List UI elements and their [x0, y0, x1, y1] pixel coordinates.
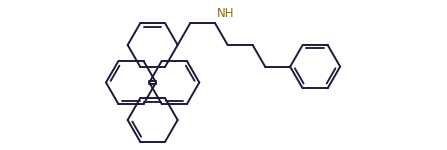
Text: NH: NH	[216, 7, 234, 20]
